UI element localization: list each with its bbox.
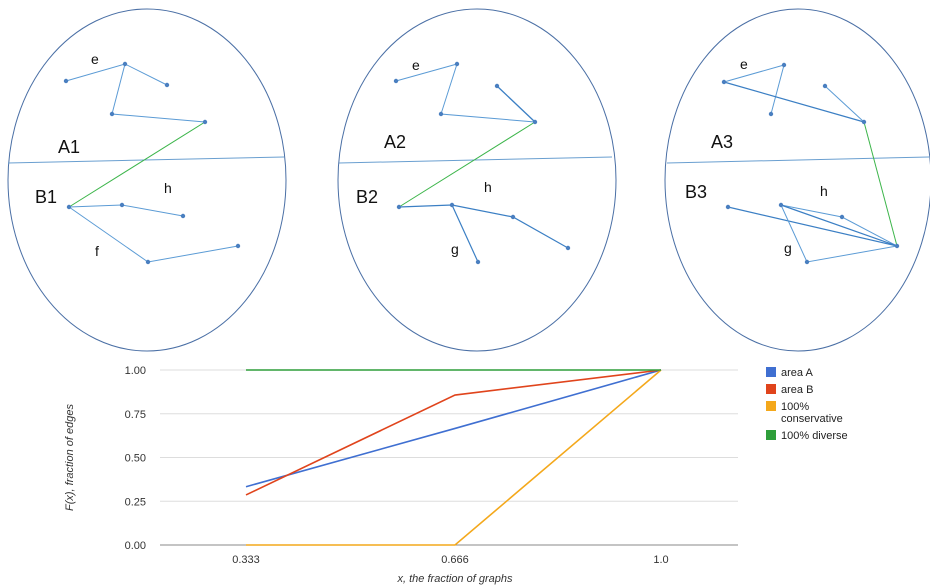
diagram-3-edge-d xyxy=(780,204,898,247)
node xyxy=(565,245,571,251)
legend-label: 100% diverse xyxy=(781,430,848,442)
legend-swatch xyxy=(766,384,776,394)
diagram-2-edge-label-h: h xyxy=(484,179,492,195)
diagram-3: A3 B3 e h g xyxy=(664,8,930,352)
diagram-3-nodes xyxy=(721,62,900,265)
diagram-3-edge-a xyxy=(723,81,865,123)
node xyxy=(894,243,900,249)
node xyxy=(839,214,845,220)
node xyxy=(66,204,72,210)
legend-label: area A xyxy=(781,367,813,379)
diagram-2-ellipse xyxy=(337,8,617,352)
node xyxy=(396,204,402,210)
node xyxy=(438,111,444,117)
node xyxy=(721,79,727,85)
diagram-2-edge-e xyxy=(395,63,536,123)
legend-swatch xyxy=(766,367,776,377)
y-tick-label: 0.50 xyxy=(125,453,146,465)
diagram-2-edge-label-g: g xyxy=(451,241,459,257)
x-axis-title: x, the fraction of graphs xyxy=(397,573,513,585)
diagram-2-divider xyxy=(338,156,613,164)
line-chart: 1.00 0.75 0.50 0.25 0.00 0.333 0.666 1.0 x, the … xyxy=(64,365,848,585)
node xyxy=(510,214,516,220)
diagram-1-ellipse xyxy=(7,8,287,352)
diagram-1-edge-label-h: h xyxy=(164,180,172,196)
series-line-100-conservative xyxy=(246,369,662,546)
diagram-1-divider xyxy=(7,156,285,164)
node xyxy=(768,111,774,117)
node xyxy=(822,83,828,89)
diagram-3-divider xyxy=(666,156,930,164)
x-tick-label: 0.333 xyxy=(232,554,260,566)
series-line-area-b xyxy=(245,369,662,496)
node xyxy=(725,204,731,210)
node xyxy=(449,202,455,208)
legend-swatch xyxy=(766,430,776,440)
diagram-1-edge-e xyxy=(65,63,168,86)
diagram-2-edge-h xyxy=(398,204,569,249)
diagram-1-nodes xyxy=(63,61,241,265)
node xyxy=(235,243,241,249)
diagram-2-label-top: A2 xyxy=(384,132,406,152)
diagram-1-edge-label-f: f xyxy=(95,243,99,259)
diagram-3-edge-label-e: e xyxy=(740,56,748,72)
node xyxy=(804,259,810,265)
diagram-1-label-top: A1 xyxy=(58,137,80,157)
node xyxy=(454,61,460,67)
node xyxy=(861,119,867,125)
diagram-3-edge-b xyxy=(824,85,865,123)
y-axis-title: F(x), fraction of edges xyxy=(64,404,76,511)
node xyxy=(164,82,170,88)
diagram-2-edge-label-e: e xyxy=(412,57,420,73)
y-tick-label: 1.00 xyxy=(125,365,146,377)
legend-label: area B xyxy=(781,384,813,396)
x-tick-label: 0.666 xyxy=(441,554,469,566)
node xyxy=(63,78,69,84)
diagram-3-edge-g xyxy=(780,204,898,263)
diagram-2-edge-a xyxy=(496,85,536,123)
node xyxy=(532,119,538,125)
series-line-area-a xyxy=(245,369,662,488)
diagram-2-edge-g xyxy=(451,204,479,263)
diagram-1: A1 B1 e h f xyxy=(7,8,287,352)
diagram-3-edge-label-h: h xyxy=(820,183,828,199)
node xyxy=(119,202,125,208)
legend-label: 100% xyxy=(781,401,809,413)
x-tick-label: 1.0 xyxy=(653,554,668,566)
diagram-1-edge-h xyxy=(68,204,184,217)
node xyxy=(778,202,784,208)
y-tick-label: 0.25 xyxy=(125,496,146,508)
node xyxy=(180,213,186,219)
node xyxy=(109,111,115,117)
node xyxy=(145,259,151,265)
diagram-3-edge-e xyxy=(723,64,785,115)
node xyxy=(494,83,500,89)
legend-label: conservative xyxy=(781,413,843,425)
diagram-2: A2 B2 e h g xyxy=(337,8,617,352)
diagram-1-cross-edge xyxy=(68,121,206,208)
diagram-3-edge-label-g: g xyxy=(784,240,792,256)
diagram-3-label-top: A3 xyxy=(711,132,733,152)
diagram-3-edge-c xyxy=(727,206,898,247)
diagram-3-label-bottom: B3 xyxy=(685,182,707,202)
legend-swatch xyxy=(766,401,776,411)
diagram-1-edge-a xyxy=(111,63,206,123)
y-tick-label: 0.00 xyxy=(125,540,146,552)
node xyxy=(475,259,481,265)
y-tick-label: 0.75 xyxy=(125,409,146,421)
diagram-2-cross-edge xyxy=(398,121,536,208)
diagram-2-nodes xyxy=(393,61,571,265)
diagram-1-label-bottom: B1 xyxy=(35,187,57,207)
node xyxy=(202,119,208,125)
node xyxy=(393,78,399,84)
diagram-2-label-bottom: B2 xyxy=(356,187,378,207)
node xyxy=(781,62,787,68)
diagram-1-edge-label-e: e xyxy=(91,51,99,67)
node xyxy=(122,61,128,67)
diagram-3-ellipse xyxy=(664,8,930,352)
diagram-3-cross-edge xyxy=(863,121,898,247)
